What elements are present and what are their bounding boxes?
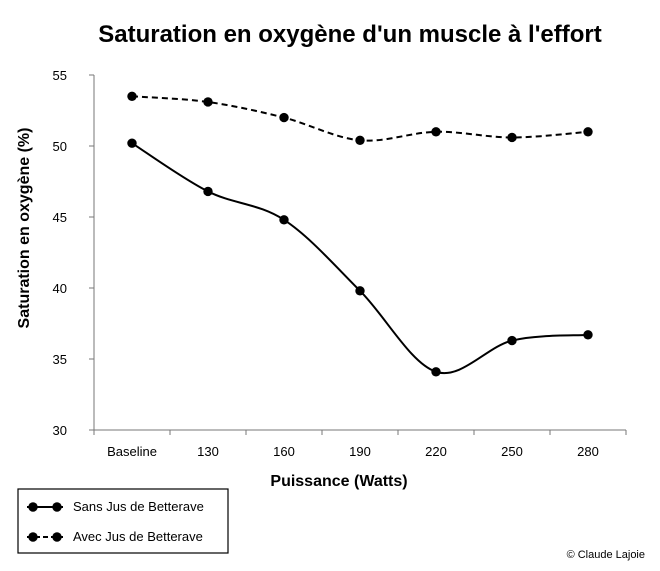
x-tick-label: 250 <box>501 444 523 459</box>
x-tick-label: Baseline <box>107 444 157 459</box>
data-point-sans-3 <box>355 286 365 296</box>
data-point-avec-0 <box>127 91 137 102</box>
y-tick-label: 40 <box>53 281 67 296</box>
data-point-sans-2 <box>279 215 289 225</box>
data-point-sans-0 <box>127 138 137 148</box>
y-axis-title: Saturation en oxygène (%) <box>16 128 33 329</box>
chart-title: Saturation en oxygène d'un muscle à l'ef… <box>98 21 602 48</box>
legend-box <box>17 488 229 554</box>
data-point-sans-1 <box>203 186 213 197</box>
y-tick-label: 35 <box>53 352 67 367</box>
data-point-avec-4 <box>431 127 441 137</box>
legend-label-sans: Sans Jus de Betterave <box>73 499 204 514</box>
credit-text: © Claude Lajoie <box>567 549 645 561</box>
x-tick-label: 280 <box>577 444 599 459</box>
data-point-sans-6 <box>583 330 593 340</box>
x-tick-label: 160 <box>273 444 295 459</box>
x-axis-title: Puissance (Watts) <box>270 473 407 490</box>
data-point-sans-5 <box>507 335 517 346</box>
series-line-sans-jus <box>131 142 589 375</box>
y-tick-label: 50 <box>53 139 67 154</box>
data-point-avec-5 <box>507 132 517 143</box>
legend-item-avec: Avec Jus de Betterave <box>27 529 203 544</box>
legend: Sans Jus de Betterave Avec Jus de Better… <box>17 488 229 554</box>
data-point-avec-3 <box>355 135 365 146</box>
data-point-sans-4 <box>431 367 441 377</box>
axes-layer: 30 35 40 45 50 55 Baseline 130 160 190 220 250 280 <box>53 68 627 459</box>
legend-item-sans: Sans Jus de Betterave <box>27 499 204 514</box>
legend-marker-avec-right <box>52 532 62 542</box>
legend-marker-sans-left <box>28 502 38 512</box>
series-layer <box>127 91 593 377</box>
data-point-avec-2 <box>279 112 289 123</box>
data-point-avec-6 <box>583 127 593 137</box>
x-tick-label: 130 <box>197 444 219 459</box>
y-tick-label: 55 <box>53 68 67 83</box>
legend-label-avec: Avec Jus de Betterave <box>73 529 203 544</box>
legend-marker-avec-left <box>28 532 38 542</box>
series-line-avec-jus <box>131 95 589 142</box>
legend-marker-sans-right <box>52 502 62 512</box>
x-tick-label: 190 <box>349 444 371 459</box>
x-tick-label: 220 <box>425 444 447 459</box>
y-tick-label: 45 <box>53 210 67 225</box>
y-tick-label: 30 <box>53 423 67 438</box>
data-point-avec-1 <box>203 97 213 107</box>
